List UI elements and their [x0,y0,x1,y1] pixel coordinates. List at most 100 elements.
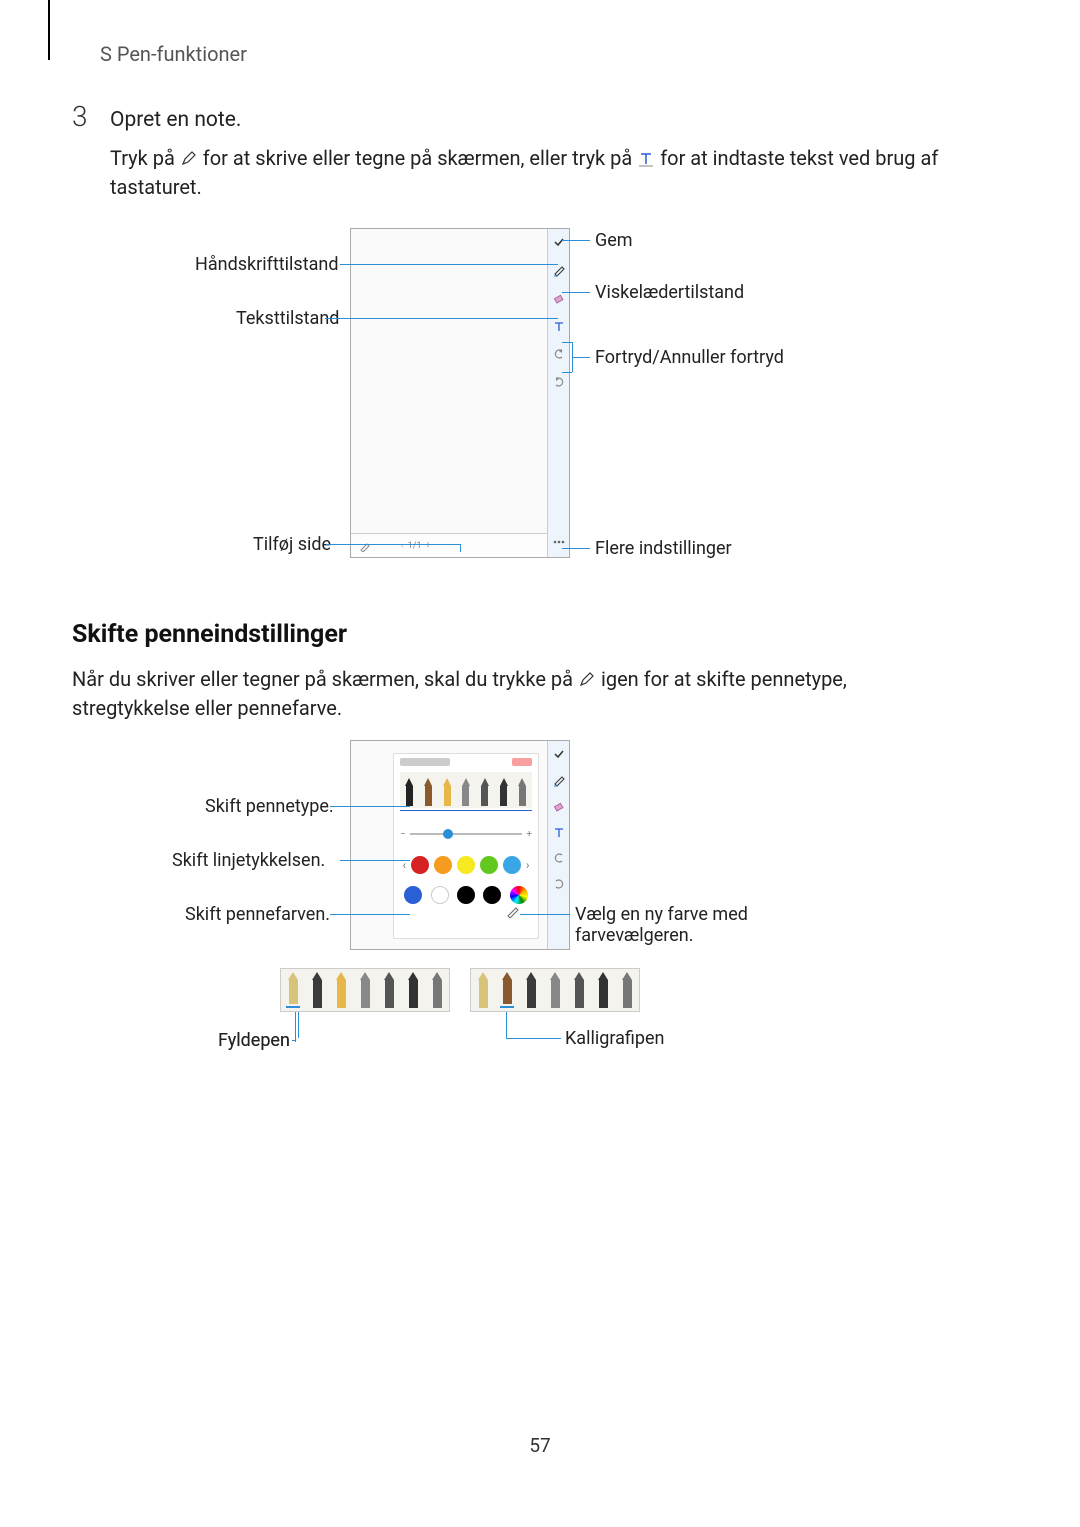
step-title: Opret en note. [110,108,241,132]
pen-option[interactable] [406,972,420,1008]
color-swatch[interactable] [483,886,501,904]
color-swatch[interactable] [457,856,475,874]
panel-title-blur [400,758,450,766]
callout-pencolor: Skift pennefarven. [185,904,330,925]
section2-title: Skifte penneindstillinger [72,620,347,649]
pen-option[interactable] [620,972,634,1008]
callout-thickness-line [340,860,410,861]
panel-close-blur[interactable] [512,758,532,766]
color-swatch[interactable] [457,886,475,904]
pen-option[interactable] [404,778,414,806]
callout-addpage: Tilføj side [253,534,331,555]
pen-option[interactable] [423,778,433,806]
callout-calli: Kalligrafipen [565,1028,664,1049]
pen-option[interactable] [480,778,490,806]
callout-fountain-line-v [295,1012,296,1042]
pager-prev-icon[interactable]: ‹ [401,541,404,551]
pen-option[interactable] [442,778,452,806]
save-icon[interactable] [552,747,566,761]
pen-option[interactable] [572,972,586,1008]
pen-option[interactable] [548,972,562,1008]
undo-icon[interactable] [552,851,566,865]
thickness-slider[interactable]: − + [400,824,532,844]
color-swatch[interactable] [431,886,449,904]
callout-more: Flere indstillinger [595,538,732,559]
redo-icon[interactable] [552,375,566,389]
pen-preview-line [400,810,532,811]
callout-undo: Fortryd/Annuller fortryd [595,347,784,368]
text-mode-icon[interactable] [552,319,566,333]
callout-pentype: Skift pennetype. [205,796,334,817]
pen-option[interactable] [476,972,490,1008]
pen-option[interactable] [334,972,348,1008]
callout-eraser: Viskelædertilstand [595,282,744,303]
pen-settings-panel: − + ‹ › [393,753,539,939]
pen-mode-icon[interactable] [552,263,566,277]
callout-more-line [562,548,590,549]
callout-fountain-text: Fyldepen [218,1030,290,1051]
callout-handwriting-line [340,264,558,265]
pen-option[interactable] [358,972,372,1008]
color-swatch[interactable] [434,856,452,874]
callout-colorpicker: Vælg en ny farve med farvevælgeren. [575,904,775,946]
pen-strip-fountain [280,968,450,1012]
step-body-mid: for at skrive eller tegne på skærmen, el… [203,146,637,170]
pen-option[interactable] [286,972,300,1008]
redo-icon[interactable] [552,877,566,891]
callout-addpage-line-v [460,544,461,552]
callout-fountain-v [298,1012,299,1038]
note-side-toolbar [547,229,569,557]
callout-colorpicker-line [520,914,570,915]
step-number: 3 [72,100,88,133]
callout-textmode: Teksttilstand [236,308,339,329]
pen-settings-mock: − + ‹ › [350,740,570,950]
callout-addpage-line [326,544,460,545]
section-header: S Pen-funktioner [100,42,247,66]
callout-pentype-line [330,806,410,807]
pen-option[interactable] [430,972,444,1008]
pen-option[interactable] [310,972,324,1008]
callout-handwriting: Håndskrifttilstand [195,254,338,275]
callout-thickness: Skift linjetykkelsen. [172,850,325,871]
pen-type-row[interactable] [400,772,532,808]
color-swatch[interactable] [480,856,498,874]
section2-body-pre: Når du skriver eller tegner på skærmen, … [72,667,578,691]
rainbow-swatch[interactable] [510,886,528,904]
callout-save: Gem [595,230,633,251]
callout-calli-v [506,1012,507,1038]
text-mode-icon[interactable] [552,825,566,839]
color-swatch[interactable] [503,856,521,874]
callout-textmode-line [325,318,558,319]
step-body: Tryk på for at skrive eller tegne på skæ… [110,144,960,202]
color-swatch[interactable] [411,856,429,874]
callout-pencolor-line [330,914,410,915]
pen-mode-icon[interactable] [552,773,566,787]
eraser-icon[interactable] [552,291,566,305]
callout-undo-line [572,357,590,358]
color-swatch[interactable] [404,886,422,904]
slider-knob[interactable] [443,829,453,839]
pen-option[interactable] [524,972,538,1008]
slider-track[interactable] [410,833,523,835]
callout-undo-bracket-b [562,372,572,373]
pen-option[interactable] [499,778,509,806]
undo-icon[interactable] [552,347,566,361]
callout-undo-bracket-t [562,342,572,343]
color-picker-icon[interactable] [506,904,526,918]
callout-calli-h [506,1038,561,1039]
chevron-right-icon[interactable]: › [526,858,530,872]
text-icon [637,149,655,167]
add-page-icon[interactable]: + [426,541,431,551]
color-row-1[interactable]: ‹ › [400,852,532,878]
save-icon[interactable] [552,235,566,249]
bottom-pen-icon[interactable] [359,540,371,552]
section2-body: Når du skriver eller tegner på skærmen, … [72,665,952,723]
pen-option[interactable] [461,778,471,806]
pen-option[interactable] [517,778,527,806]
eraser-icon[interactable] [552,799,566,813]
more-icon[interactable] [552,535,566,549]
pen-option[interactable] [382,972,396,1008]
pen-option[interactable] [500,972,514,1008]
pen-option[interactable] [596,972,610,1008]
page-left-border [48,0,50,60]
